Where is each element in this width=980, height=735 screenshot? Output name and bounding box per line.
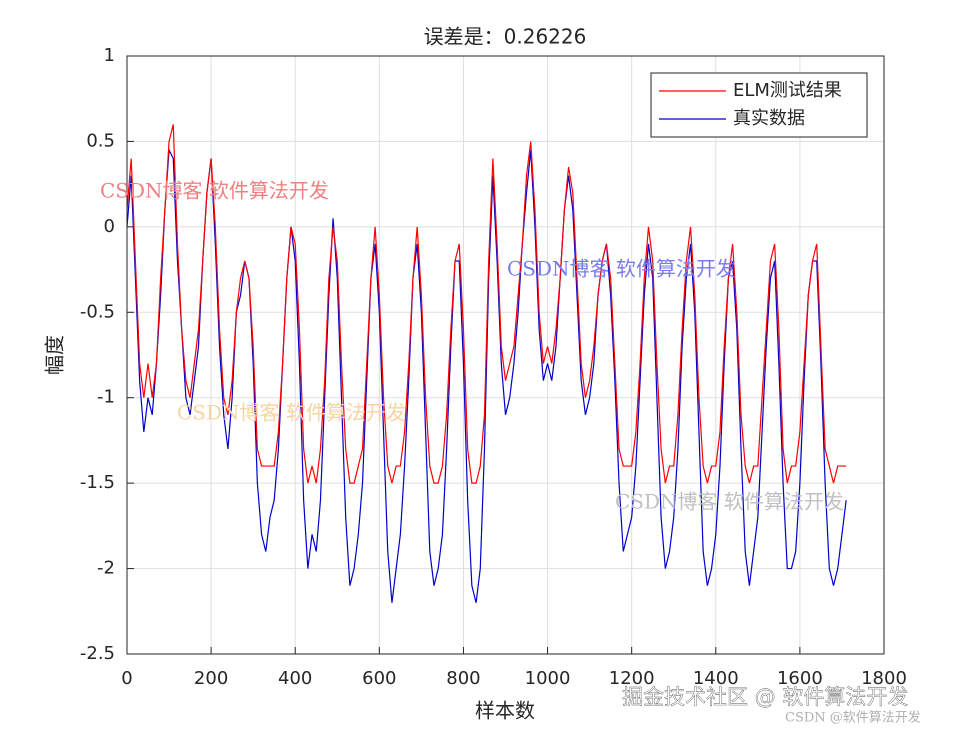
y-tick-label: -2.5 — [80, 643, 115, 664]
watermark: 掘金技术社区 @ 软件算法开发 — [622, 685, 908, 709]
watermark: CSDN博客 软件算法开发 — [507, 257, 736, 281]
y-tick-label: -0.5 — [80, 301, 115, 322]
x-tick-label: 1600 — [777, 668, 823, 689]
watermark: CSDN博客 软件算法开发 — [615, 490, 844, 514]
watermark: CSDN博客 软件算法开发 — [177, 401, 406, 425]
x-tick-label: 1000 — [525, 668, 571, 689]
y-tick-label: -1 — [97, 387, 115, 408]
y-tick-label: 0 — [104, 216, 115, 237]
series-line — [126, 124, 847, 484]
x-tick-label: 0 — [121, 668, 132, 689]
y-tick-label: 1 — [104, 45, 115, 66]
watermark: CSDN博客 软件算法开发 — [100, 179, 329, 203]
watermark: CSDN @软件算法开发 — [785, 710, 921, 726]
y-tick-label: -2 — [97, 558, 115, 579]
chart-title: 误差是：0.26226 — [424, 25, 587, 49]
legend-label: ELM测试结果 — [733, 80, 842, 101]
y-tick-label: 0.5 — [86, 130, 115, 151]
x-tick-label: 1400 — [693, 668, 739, 689]
x-axis-label: 样本数 — [475, 699, 535, 723]
y-axis-label: 幅度 — [43, 335, 67, 375]
x-tick-label: 400 — [278, 668, 312, 689]
legend-box — [650, 72, 868, 138]
x-tick-label: 200 — [194, 668, 228, 689]
axes-box — [126, 55, 885, 655]
x-tick-label: 600 — [362, 668, 396, 689]
x-tick-label: 800 — [446, 668, 480, 689]
legend-label: 真实数据 — [733, 108, 805, 129]
y-tick-label: -1.5 — [80, 472, 115, 493]
x-tick-label: 1200 — [609, 668, 655, 689]
plot-area — [127, 56, 884, 654]
x-tick-label: 1800 — [861, 668, 907, 689]
